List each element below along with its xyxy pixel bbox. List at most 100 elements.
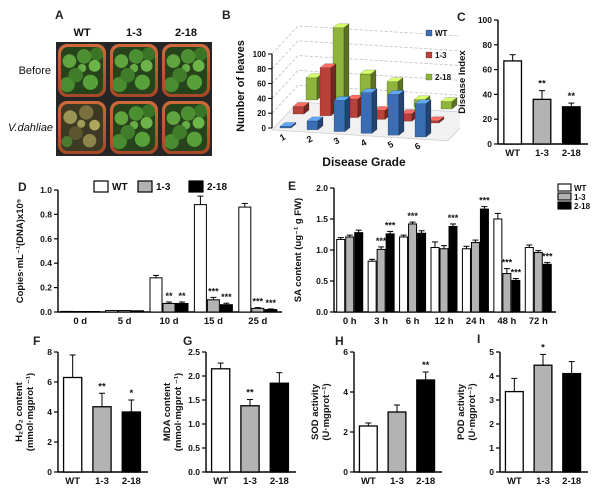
panel-e-label: E — [288, 179, 297, 193]
bar-3d-front — [319, 67, 332, 117]
y-axis-label: Number of leaves — [235, 40, 247, 132]
bar — [121, 411, 142, 473]
bar — [62, 376, 83, 473]
panel-a-photos: WT 1-3 2-18 Before V.dahliae — [8, 22, 230, 170]
bar — [470, 242, 480, 313]
bar — [502, 273, 512, 313]
y-tick-label: 4 — [489, 371, 494, 381]
y-axis-label: (mmol·mgprot ⁻¹) — [25, 373, 36, 451]
bar-3d-side — [290, 121, 297, 129]
y-tick-label: 2.5 — [188, 347, 200, 357]
bar — [479, 208, 489, 313]
sig-stars: *** — [502, 258, 513, 268]
y-axis-label: (U·mgprot⁻¹) — [321, 383, 332, 440]
y-tick-label: 60 — [483, 65, 493, 75]
legend-label: 2-18 — [574, 202, 591, 211]
bar — [416, 379, 436, 473]
gridline — [271, 40, 475, 70]
legend-label: WT — [574, 184, 587, 193]
x-category-label: 4 — [359, 137, 368, 148]
bar — [206, 299, 220, 313]
x-category-label: 1-3 — [535, 148, 549, 159]
bar-3d-front — [414, 103, 427, 138]
sig-stars: *** — [448, 213, 459, 223]
legend-label: WT — [435, 29, 448, 38]
x-category-label: 5 — [386, 139, 395, 150]
y-tick-label: 80 — [483, 40, 493, 50]
y-axis-label: POD activity — [456, 383, 467, 440]
panel-b-label: B — [222, 8, 231, 22]
bar — [210, 368, 231, 473]
y-tick-label: 1.5 — [316, 214, 328, 224]
y-tick-label: 0 — [487, 139, 492, 149]
bar — [149, 277, 163, 313]
photo-grid: WT 1-3 2-18 Before V.dahliae — [8, 22, 230, 156]
bar — [385, 233, 395, 313]
x-category-label: 25 d — [248, 316, 267, 327]
bar-3d-side — [438, 116, 445, 124]
legend-swatch — [425, 73, 433, 81]
y-tick-label: 0 — [47, 467, 52, 477]
x-category-label: 2-18 — [562, 476, 581, 487]
y-tick-label: 1.0 — [188, 419, 200, 429]
sig-stars: *** — [221, 292, 232, 302]
bar — [264, 309, 278, 313]
bar — [504, 390, 524, 473]
pot-photo-before-wt — [56, 42, 108, 99]
sig-stars: *** — [253, 297, 264, 307]
y-tick-label: 1.0 — [40, 185, 52, 195]
y-tick-label: 1.0 — [316, 245, 328, 255]
bar-3d-side — [344, 95, 351, 133]
chart-pod-activity: 0 1 2 3 4 5 POD activity (U·mgprot⁻¹) * WT 1-3 2-18 — [456, 342, 588, 487]
x-category-label: 2-18 — [270, 476, 289, 487]
bar — [376, 248, 386, 313]
chart-dna-copies: 0.0 0.2 0.4 0.6 0.8 1.0 Copies·mL⁻¹(DNA)x10⁵ **… — [15, 180, 282, 327]
legend-swatch — [557, 183, 572, 192]
sig-stars: *** — [542, 251, 553, 261]
sig-stars: ** — [98, 381, 106, 392]
panel-a-label: A — [55, 8, 64, 22]
bar — [533, 251, 543, 313]
bar — [430, 247, 440, 313]
bar — [503, 60, 523, 145]
legend-swatch — [137, 180, 153, 193]
row-header-before: Before — [18, 64, 51, 77]
y-tick-label: 1.5 — [188, 395, 200, 405]
bar — [448, 225, 458, 313]
x-category-label: 2-18 — [416, 476, 435, 487]
x-category-label: WT — [505, 148, 520, 159]
gridline — [271, 55, 475, 84]
y-tick-label: 100 — [478, 15, 492, 25]
y-tick-label: 8 — [47, 347, 52, 357]
x-category-label: 6 h — [406, 316, 420, 327]
bar-3d-side — [371, 88, 378, 134]
x-category-label: 72 h — [529, 316, 548, 327]
y-tick-label: 100 — [253, 50, 267, 59]
bar-3d-front — [305, 77, 318, 101]
y-tick-label: 2.0 — [316, 183, 328, 193]
legend-swatch — [188, 180, 204, 193]
chart-disease-grade-3d: 0 20 40 60 80 100 1 2 3 4 5 6 Disease Grade Number of… — [235, 23, 475, 169]
y-tick-label: 40 — [257, 94, 266, 103]
sig-stars: *** — [266, 298, 277, 308]
x-category-label: 1-3 — [243, 476, 257, 487]
bar — [219, 304, 233, 313]
bar — [542, 263, 552, 313]
y-tick-label: 0.0 — [316, 307, 328, 317]
col-header-2-18: 2-18 — [174, 27, 198, 39]
y-axis-label: Disease Index — [457, 50, 468, 114]
x-axis-label: Disease Grade — [322, 155, 406, 169]
y-tick-label: 0.0 — [188, 467, 200, 477]
bar — [240, 405, 260, 473]
sig-stars: *** — [376, 236, 387, 246]
gridline — [271, 69, 475, 99]
bar — [387, 411, 407, 473]
y-tick-label: 20 — [257, 109, 266, 118]
legend-label: 1-3 — [156, 182, 171, 193]
sig-stars: ** — [246, 388, 254, 399]
y-tick-label: 0.2 — [40, 283, 52, 293]
y-tick-label: 6 — [343, 347, 348, 357]
y-axis-label: Copies·mL⁻¹(DNA)x10⁵ — [15, 199, 26, 304]
x-category-label: 15 d — [204, 316, 223, 327]
bar — [60, 310, 74, 313]
